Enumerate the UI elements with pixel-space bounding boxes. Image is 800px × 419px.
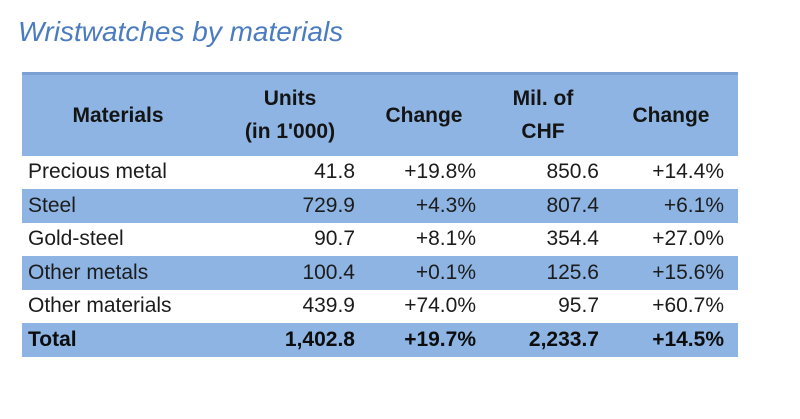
column-header-chf-line1: Mil. of (512, 87, 574, 111)
cell-units-change: +8.1% (415, 227, 476, 251)
column-header-chf-change-line1: Change (632, 103, 710, 127)
column-header-materials-line1: Materials (72, 103, 164, 127)
cell-material: Other metals (28, 260, 149, 284)
column-header-units-line1: Units (263, 87, 317, 111)
cell-units-change: +19.8% (404, 160, 476, 184)
cell-material-total: Total (28, 327, 77, 351)
column-header-units-change-line1: Change (385, 103, 463, 127)
cell-chf: 125.6 (546, 260, 599, 284)
cell-units: 41.8 (314, 160, 355, 184)
cell-chf-change: +60.7% (652, 294, 724, 318)
column-header-units-line2: (in 1'000) (244, 120, 336, 144)
cell-material: Other materials (28, 294, 172, 318)
table-header: Materials Units (in 1'000) Change Mil. o… (22, 73, 738, 156)
cell-units-change: +4.3% (415, 193, 476, 217)
cell-material: Gold-steel (28, 227, 124, 251)
cell-units-change: +74.0% (404, 294, 476, 318)
cell-chf-change: +14.4% (652, 160, 724, 184)
table-row-steel: Steel 729.9 +4.3% 807.4 +6.1% (22, 189, 738, 223)
cell-chf-change-total: +14.5% (652, 327, 724, 351)
cell-chf: 354.4 (546, 227, 599, 251)
cell-chf-change: +27.0% (652, 227, 724, 251)
materials-table: Materials Units (in 1'000) Change Mil. o… (22, 72, 738, 357)
cell-units-total: 1,402.8 (284, 327, 355, 351)
cell-units-change-total: +19.7% (404, 327, 476, 351)
column-header-chf: Mil. of CHF (482, 74, 604, 156)
cell-material: Steel (28, 193, 76, 217)
cell-units: 100.4 (302, 260, 355, 284)
cell-chf-total: 2,233.7 (528, 327, 599, 351)
table-row-other-materials: Other materials 439.9 +74.0% 95.7 +60.7% (22, 289, 738, 323)
column-header-materials: Materials (22, 74, 214, 156)
column-header-chf-line2: CHF (521, 120, 565, 144)
cell-chf-change: +6.1% (663, 193, 724, 217)
table-header-row: Materials Units (in 1'000) Change Mil. o… (22, 73, 738, 156)
cell-material: Precious metal (28, 160, 167, 184)
table-row-total: Total 1,402.8 +19.7% 2,233.7 +14.5% (22, 323, 738, 357)
table-row-other-metals: Other metals 100.4 +0.1% 125.6 +15.6% (22, 256, 738, 290)
table-row-precious-metal: Precious metal 41.8 +19.8% 850.6 +14.4% (22, 155, 738, 189)
cell-units: 90.7 (314, 227, 355, 251)
table-body: Precious metal 41.8 +19.8% 850.6 +14.4% … (22, 155, 738, 357)
column-header-units-change: Change (366, 74, 482, 156)
column-header-chf-change: Change (604, 74, 738, 156)
cell-chf: 807.4 (546, 193, 599, 217)
cell-chf: 850.6 (546, 160, 599, 184)
cell-units-change: +0.1% (415, 260, 476, 284)
cell-chf-change: +15.6% (652, 260, 724, 284)
cell-chf: 95.7 (558, 294, 599, 318)
cell-units: 729.9 (302, 193, 355, 217)
table-row-gold-steel: Gold-steel 90.7 +8.1% 354.4 +27.0% (22, 222, 738, 256)
column-header-units: Units (in 1'000) (214, 74, 366, 156)
page-title: Wristwatches by materials (18, 16, 344, 47)
cell-units: 439.9 (302, 294, 355, 318)
